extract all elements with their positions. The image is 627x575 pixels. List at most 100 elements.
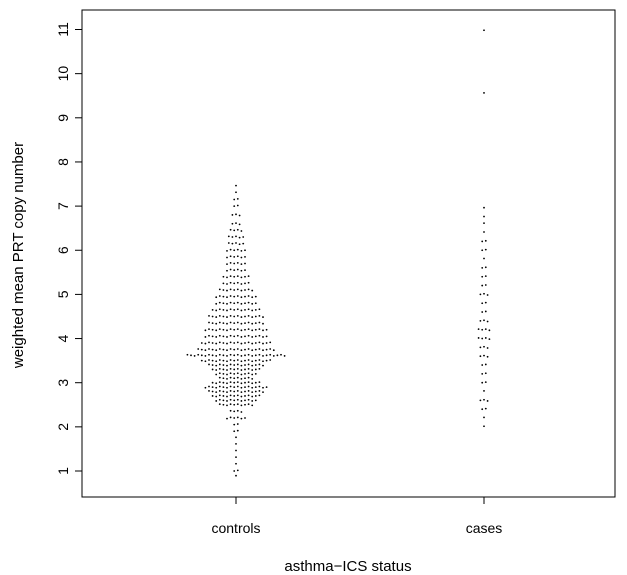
- data-point-controls: [247, 381, 250, 383]
- data-point-controls: [247, 359, 250, 361]
- data-point-controls: [226, 269, 228, 272]
- data-point-controls: [215, 342, 218, 345]
- y-tick-label: 4: [55, 334, 71, 342]
- data-point-controls: [236, 403, 239, 406]
- data-point-controls: [218, 334, 221, 337]
- data-point-controls: [236, 321, 239, 324]
- data-point-controls: [244, 354, 246, 357]
- data-point-controls: [235, 474, 237, 477]
- data-point-controls: [215, 360, 218, 363]
- data-point-controls: [233, 262, 236, 265]
- data-point-controls: [244, 308, 246, 311]
- data-point-controls: [244, 322, 246, 324]
- data-point-controls: [235, 191, 237, 194]
- data-point-controls: [247, 390, 250, 392]
- data-point-controls: [229, 255, 232, 258]
- data-point-controls: [240, 230, 243, 232]
- data-point-controls: [247, 403, 250, 406]
- data-point-controls: [197, 348, 200, 350]
- data-point-controls: [222, 372, 225, 375]
- data-point-controls: [251, 400, 254, 402]
- y-tick-label: 5: [55, 290, 71, 298]
- data-point-controls: [236, 204, 239, 207]
- data-point-controls: [247, 385, 250, 388]
- data-point-controls: [218, 363, 221, 366]
- data-point-controls: [244, 249, 246, 252]
- data-point-controls: [211, 390, 214, 393]
- data-point-controls: [222, 348, 225, 351]
- data-point-controls: [229, 416, 232, 419]
- data-point-controls: [258, 348, 261, 350]
- data-point-controls: [200, 348, 203, 351]
- data-point-controls: [251, 342, 254, 345]
- data-point-controls: [283, 355, 286, 357]
- data-point-controls: [229, 359, 232, 361]
- data-point-controls: [254, 348, 257, 351]
- data-point-controls: [251, 391, 254, 394]
- data-point-controls: [204, 336, 207, 338]
- data-point-controls: [231, 242, 234, 245]
- data-point-controls: [233, 198, 236, 201]
- data-point-controls: [197, 353, 200, 356]
- data-point-controls: [233, 348, 236, 351]
- data-point-controls: [240, 364, 243, 367]
- data-point-controls: [244, 302, 246, 305]
- data-point-controls: [272, 355, 275, 357]
- data-point-cases: [479, 355, 482, 358]
- data-point-controls: [227, 242, 230, 244]
- data-point-controls: [226, 395, 228, 398]
- data-point-controls: [244, 315, 246, 318]
- data-point-cases: [481, 372, 484, 375]
- data-point-controls: [240, 336, 243, 338]
- data-point-cases: [484, 301, 487, 304]
- data-point-controls: [222, 275, 225, 278]
- data-point-controls: [240, 316, 243, 318]
- data-point-controls: [269, 353, 272, 356]
- data-point-controls: [251, 360, 254, 363]
- data-point-controls: [235, 222, 237, 225]
- data-point-controls: [215, 391, 218, 394]
- data-point-controls: [240, 404, 243, 407]
- data-point-controls: [235, 449, 237, 452]
- data-point-controls: [251, 322, 254, 325]
- data-point-controls: [200, 342, 203, 344]
- data-point-cases: [483, 390, 485, 392]
- data-point-controls: [240, 373, 243, 376]
- data-point-controls: [229, 301, 232, 304]
- data-point-cases: [483, 354, 485, 357]
- data-point-controls: [208, 314, 210, 317]
- data-point-controls: [251, 296, 254, 299]
- data-point-controls: [244, 275, 246, 278]
- data-point-controls: [190, 354, 192, 357]
- data-point-controls: [233, 205, 236, 208]
- data-point-controls: [222, 322, 225, 324]
- data-point-controls: [235, 213, 237, 216]
- data-point-cases: [488, 329, 491, 332]
- data-point-controls: [240, 417, 243, 420]
- data-point-controls: [233, 390, 236, 393]
- data-point-controls: [222, 386, 225, 389]
- data-point-cases: [486, 294, 489, 296]
- data-point-cases: [483, 345, 485, 348]
- data-point-controls: [233, 364, 236, 366]
- data-point-controls: [254, 372, 257, 375]
- data-point-controls: [211, 386, 214, 389]
- data-point-controls: [233, 423, 236, 426]
- data-point-controls: [251, 302, 254, 305]
- data-point-controls: [262, 322, 264, 325]
- data-point-controls: [211, 308, 214, 311]
- data-point-controls: [236, 469, 239, 472]
- data-point-controls: [240, 269, 243, 272]
- data-point-controls: [222, 342, 225, 344]
- data-point-controls: [218, 341, 221, 344]
- data-point-controls: [211, 395, 214, 397]
- data-point-controls: [204, 386, 207, 389]
- data-point-controls: [240, 309, 243, 312]
- data-point-controls: [215, 386, 218, 389]
- data-point-controls: [240, 386, 243, 389]
- data-point-controls: [236, 429, 239, 432]
- data-point-controls: [200, 354, 203, 357]
- data-point-controls: [218, 308, 221, 311]
- data-point-controls: [229, 394, 232, 397]
- data-point-controls: [215, 369, 218, 371]
